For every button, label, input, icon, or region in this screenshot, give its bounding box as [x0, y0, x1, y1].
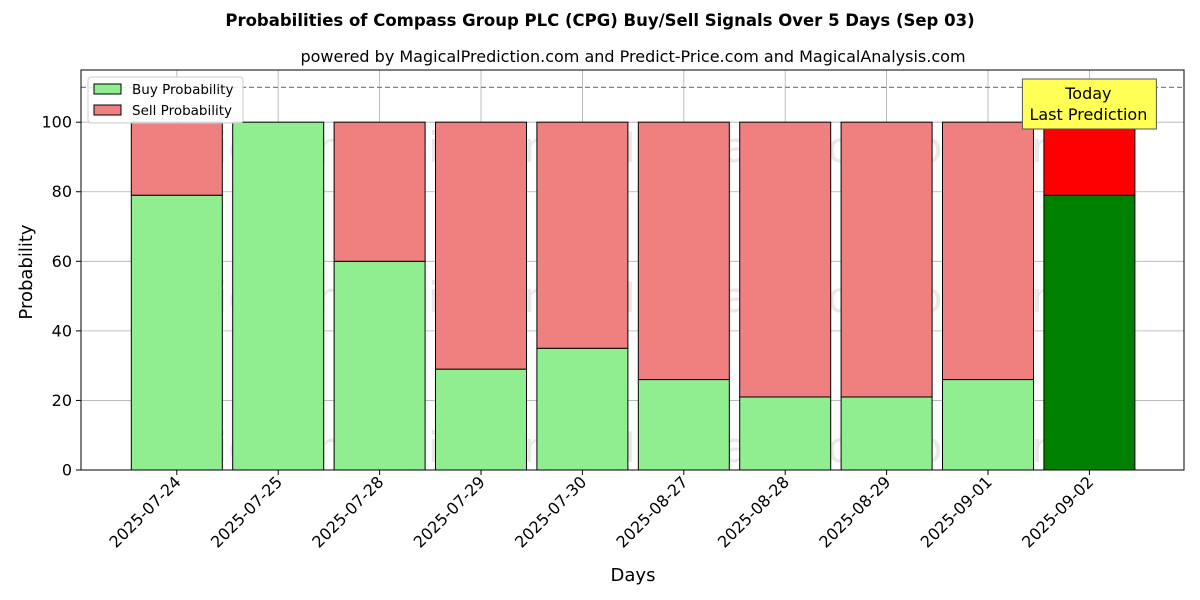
sell-bar-2025-07-28 [334, 122, 425, 261]
y-axis-label: Probability [16, 224, 37, 319]
buy-bar-2025-07-30 [537, 348, 628, 470]
buy-bar-2025-07-29 [436, 369, 527, 470]
y-tick-label: 0 [62, 461, 72, 480]
sell-bar-2025-08-28 [740, 122, 831, 397]
chart-title: Probabilities of Compass Group PLC (CPG)… [225, 11, 974, 30]
legend-label-sell: Sell Probability [132, 103, 232, 119]
x-axis-label: Days [611, 565, 656, 586]
legend-label-buy: Buy Probability [132, 82, 233, 98]
sell-bar-2025-09-02 [1044, 122, 1135, 195]
sell-bar-2025-07-24 [131, 122, 222, 195]
sell-bar-2025-07-29 [436, 122, 527, 369]
annotation-line: Last Prediction [1029, 105, 1147, 124]
buy-bar-2025-07-24 [131, 195, 222, 470]
legend-swatch-sell [94, 105, 121, 115]
legend: Buy Probability Sell Probability [88, 77, 243, 123]
buy-bar-2025-07-28 [334, 261, 425, 470]
sell-bar-2025-08-27 [638, 122, 729, 379]
sell-bar-2025-08-29 [841, 122, 932, 397]
chart: Probabilities of Compass Group PLC (CPG)… [0, 0, 1200, 600]
y-tick-label: 60 [52, 252, 72, 271]
legend-swatch-buy [94, 84, 121, 94]
y-tick-label: 20 [52, 391, 72, 410]
chart-subtitle: powered by MagicalPrediction.com and Pre… [300, 47, 965, 66]
buy-bar-2025-08-28 [740, 397, 831, 470]
buy-bar-2025-09-01 [943, 380, 1034, 470]
buy-bar-2025-08-29 [841, 397, 932, 470]
sell-bar-2025-09-01 [943, 122, 1034, 379]
y-tick-label: 80 [52, 182, 72, 201]
buy-bar-2025-08-27 [638, 380, 729, 470]
annotation-line: Today [1064, 84, 1111, 103]
y-tick-label: 40 [52, 321, 72, 340]
today-annotation: Today Last Prediction [1022, 79, 1156, 129]
buy-bar-2025-09-02 [1044, 195, 1135, 470]
buy-bar-2025-07-25 [233, 122, 324, 470]
sell-bar-2025-07-30 [537, 122, 628, 348]
y-tick-label: 100 [41, 113, 72, 132]
